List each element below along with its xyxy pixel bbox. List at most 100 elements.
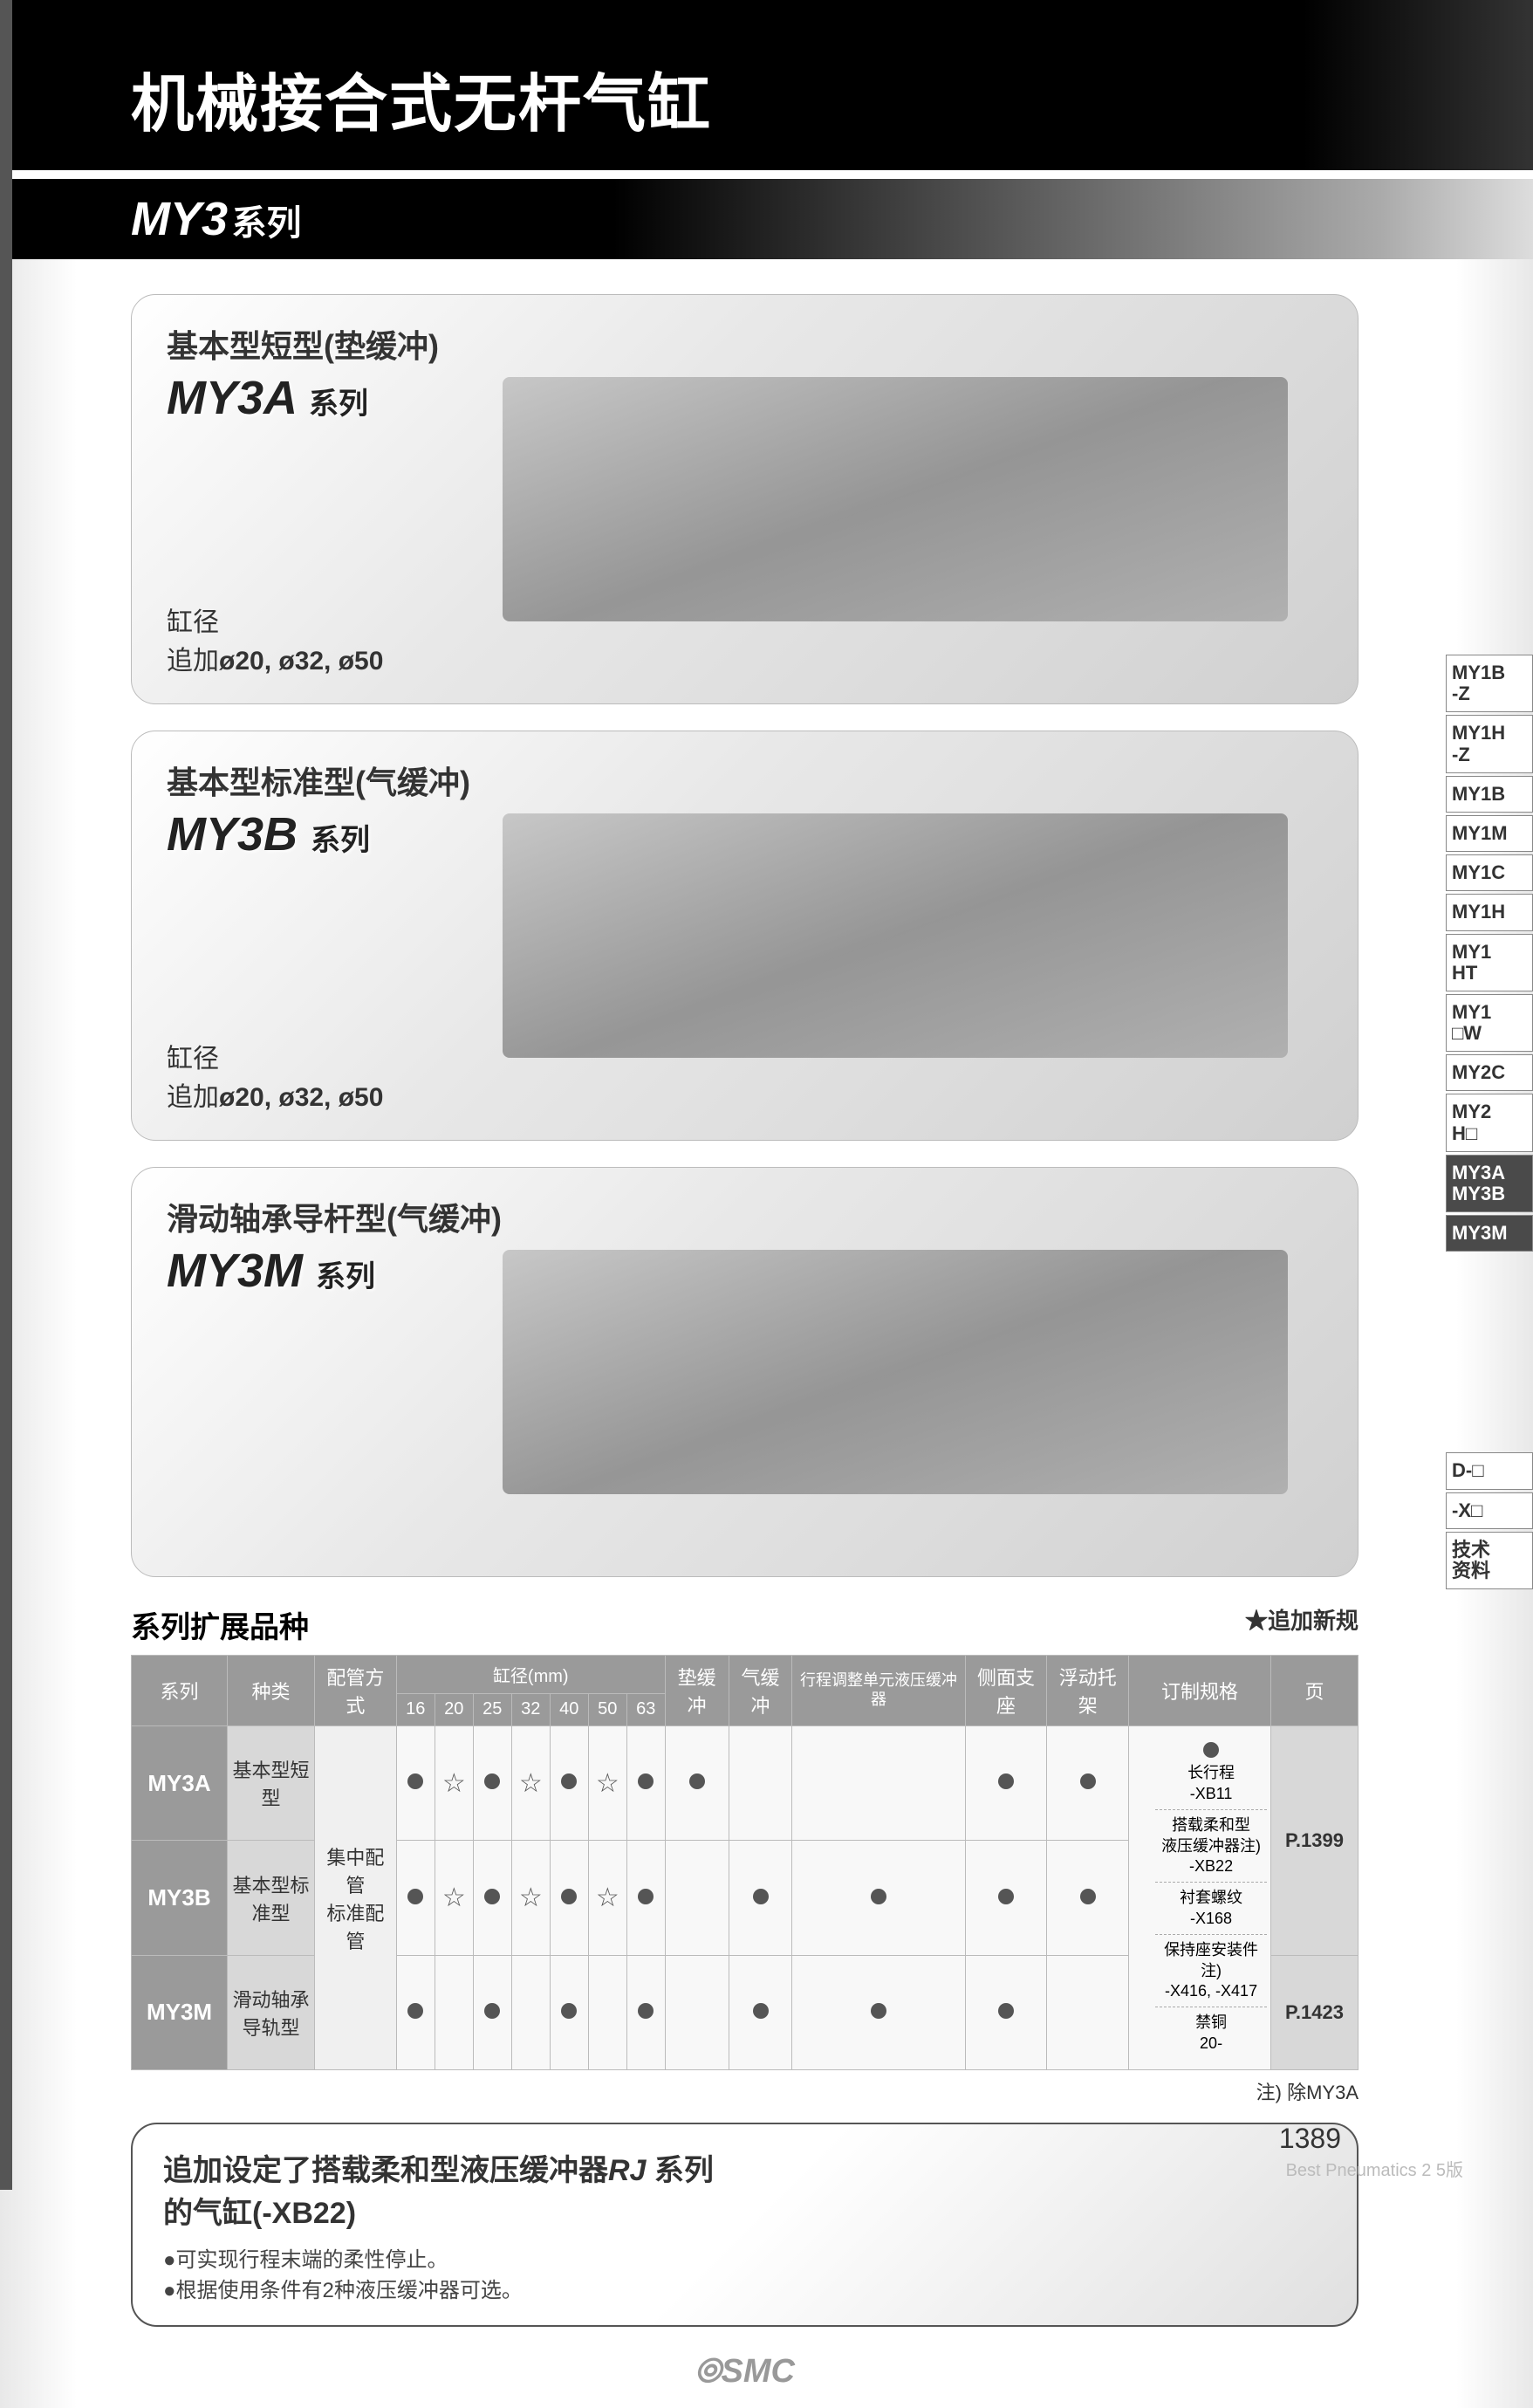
bottom-box-title: 追加设定了搭载柔和型液压缓冲器RJ 系列 的气缸(-XB22) [163, 2146, 1326, 2232]
product-card: 滑动轴承导杆型(气缓冲) MY3M 系列 [131, 1167, 1358, 1577]
side-tab[interactable]: -X□ [1446, 1492, 1533, 1529]
side-tab[interactable]: MY1□W [1446, 994, 1533, 1052]
dot-icon [1080, 1889, 1096, 1904]
side-tab[interactable]: MY1M [1446, 815, 1533, 852]
product-label: 基本型短型(垫缓冲) [167, 321, 1323, 367]
dot-icon [407, 1773, 423, 1789]
bore-cell [626, 1726, 665, 1841]
bore-cell [396, 1841, 435, 1955]
star-icon: ☆ [519, 1769, 543, 1798]
star-icon: ☆ [596, 1883, 619, 1912]
air-cushion-cell [729, 1955, 792, 2069]
page-number: 1389 [1279, 2123, 1341, 2155]
pad-cushion-cell [665, 1841, 729, 1955]
bullet-item: ●可实现行程末端的柔性停止。 [163, 2242, 1326, 2273]
table-note: 注) 除MY3A [131, 2077, 1358, 2105]
col-stroke-adj: 行程调整单元液压缓冲器 [792, 1656, 965, 1726]
type-cell: 基本型短型 [228, 1726, 315, 1841]
side-tab[interactable]: MY2C [1446, 1054, 1533, 1091]
side-tab[interactable]: 技术资料 [1446, 1532, 1533, 1589]
bottom-bullets: ●可实现行程末端的柔性停止。●根据使用条件有2种液压缓冲器可选。 [163, 2242, 1326, 2303]
dot-icon [407, 2003, 423, 2019]
page-title: 机械接合式无杆气缸 [131, 52, 1533, 144]
col-piping: 配管方式 [315, 1656, 397, 1726]
col-bore-size: 32 [511, 1693, 550, 1725]
col-type: 种类 [228, 1656, 315, 1726]
star-icon: ☆ [442, 1769, 466, 1798]
pad-cushion-cell [665, 1955, 729, 2069]
left-band [0, 0, 12, 2190]
bore-cell: ☆ [588, 1726, 626, 1841]
col-bore-size: 16 [396, 1693, 435, 1725]
spec-table: 系列 种类 配管方式 缸径(mm) 垫缓冲 气缓冲 行程调整单元液压缓冲器 侧面… [131, 1655, 1358, 2070]
dot-icon [561, 1773, 577, 1789]
col-air-cushion: 气缓冲 [729, 1656, 792, 1726]
dot-icon [998, 2003, 1014, 2019]
product-label: 滑动轴承导杆型(气缓冲) [167, 1194, 1323, 1239]
side-tab[interactable]: MY1H-Z [1446, 715, 1533, 772]
side-tab[interactable]: MY1HT [1446, 934, 1533, 991]
dot-icon [638, 2003, 654, 2019]
page-header: 机械接合式无杆气缸 [0, 0, 1533, 170]
dot-icon [561, 2003, 577, 2019]
series-suffix: 系列 [232, 204, 302, 243]
bore-cell [396, 1955, 435, 2069]
bore-cell: ☆ [511, 1841, 550, 1955]
product-image [503, 813, 1288, 1058]
new-marker: ★追加新规 [1245, 1603, 1358, 1636]
dot-icon [689, 1773, 705, 1789]
float-bracket-cell [1047, 1726, 1129, 1841]
bore-cell: ☆ [435, 1841, 473, 1955]
dot-icon [484, 1773, 500, 1789]
catalog-page: 机械接合式无杆气缸 MY3 系列 基本型短型(垫缓冲) MY3A 系列 缸径 追… [0, 0, 1533, 2190]
page-cell: P.1423 [1271, 1955, 1358, 2069]
side-tab[interactable]: MY3M [1446, 1215, 1533, 1252]
piping-cell: 集中配管标准配管 [315, 1726, 397, 2070]
type-cell: 滑动轴承导轨型 [228, 1955, 315, 2069]
dot-icon [638, 1889, 654, 1904]
bore-cell [550, 1841, 588, 1955]
dot-icon [407, 1889, 423, 1904]
dot-icon [753, 1889, 769, 1904]
product-cards: 基本型短型(垫缓冲) MY3A 系列 缸径 追加ø20, ø32, ø50 基本… [131, 294, 1358, 1577]
product-card: 基本型短型(垫缓冲) MY3A 系列 缸径 追加ø20, ø32, ø50 [131, 294, 1358, 704]
side-tab[interactable]: D-□ [1446, 1452, 1533, 1489]
product-image [503, 377, 1288, 621]
side-tab[interactable]: MY1B-Z [1446, 655, 1533, 712]
page-cell: P.1399 [1271, 1726, 1358, 1956]
side-tab[interactable]: MY1H [1446, 894, 1533, 930]
dot-icon [484, 2003, 500, 2019]
side-tab[interactable]: MY1C [1446, 854, 1533, 891]
table-row: MY3A基本型短型集中配管标准配管☆☆☆长行程-XB11搭载柔和型液压缓冲器注)… [132, 1726, 1358, 1841]
side-tab[interactable]: MY1B [1446, 776, 1533, 813]
series-cell: MY3B [132, 1841, 228, 1955]
stroke-adj-cell [792, 1841, 965, 1955]
star-icon: ☆ [442, 1883, 466, 1912]
bore-cell [473, 1841, 511, 1955]
made-to-order-cell: 长行程-XB11搭载柔和型液压缓冲器注)-XB22衬套螺纹-X168保持座安装件… [1129, 1726, 1271, 2070]
col-bore-size: 25 [473, 1693, 511, 1725]
side-tab[interactable]: MY2H□ [1446, 1094, 1533, 1151]
stroke-adj-cell [792, 1726, 965, 1841]
dot-icon [871, 1889, 886, 1904]
series-cell: MY3M [132, 1955, 228, 2069]
footer-logo: ⦾SMC [131, 2353, 1358, 2391]
bore-cell: ☆ [511, 1726, 550, 1841]
lineup-title: 系列扩展品种 ★追加新规 [131, 1603, 1358, 1646]
side-tabs: MY1B-ZMY1H-ZMY1BMY1MMY1CMY1HMY1HTMY1□WMY… [1446, 655, 1533, 1592]
side-support-cell [965, 1955, 1047, 2069]
col-bore-size: 40 [550, 1693, 588, 1725]
col-pad-cushion: 垫缓冲 [665, 1656, 729, 1726]
dot-icon [753, 2003, 769, 2019]
series-cell: MY3A [132, 1726, 228, 1841]
col-page: 页 [1271, 1656, 1358, 1726]
star-icon: ☆ [519, 1883, 543, 1912]
bore-cell [626, 1841, 665, 1955]
col-series: 系列 [132, 1656, 228, 1726]
type-cell: 基本型标准型 [228, 1841, 315, 1955]
pad-cushion-cell [665, 1726, 729, 1841]
col-bore-header: 缸径(mm) [396, 1656, 665, 1694]
product-label: 基本型标准型(气缓冲) [167, 758, 1323, 803]
side-tab[interactable]: MY3AMY3B [1446, 1155, 1533, 1212]
bore-cell [396, 1726, 435, 1841]
